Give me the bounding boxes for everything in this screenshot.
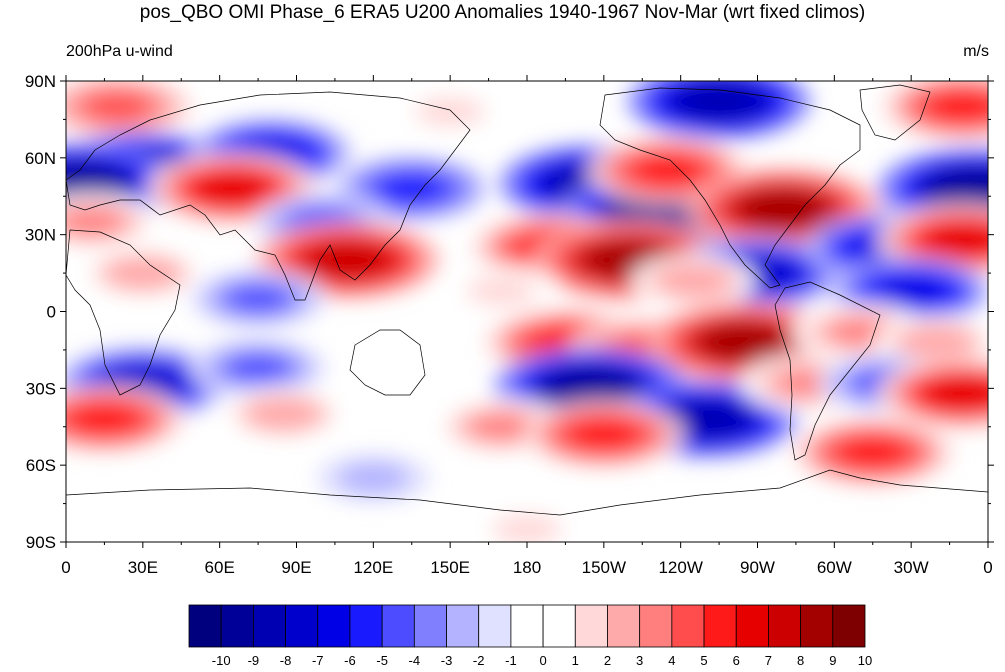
colorbar-swatch bbox=[510, 604, 544, 648]
anomaly-feature bbox=[220, 386, 347, 442]
colorbar-label: 2 bbox=[604, 653, 611, 668]
plot-title: pos_QBO OMI Phase_6 ERA5 U200 Anomalies … bbox=[139, 2, 866, 23]
colorbar-swatch bbox=[349, 604, 383, 648]
units-label: m/s bbox=[963, 43, 989, 60]
anomaly-feature bbox=[337, 156, 487, 221]
colorbar-label: -5 bbox=[376, 653, 388, 668]
colorbar-swatch bbox=[188, 604, 222, 648]
anomaly-feature bbox=[881, 81, 988, 142]
anomaly-feature bbox=[469, 503, 585, 542]
anomaly-feature bbox=[392, 86, 508, 138]
colorbar-label: 0 bbox=[539, 653, 546, 668]
colorbar-swatch bbox=[252, 604, 286, 648]
colorbar-label: 1 bbox=[572, 653, 579, 668]
lat-tick-label: 0 bbox=[47, 303, 56, 322]
lat-tick-label: 90N bbox=[25, 72, 56, 91]
colorbar-label: 7 bbox=[765, 653, 772, 668]
coastlines bbox=[66, 84, 988, 516]
colorbar-swatch bbox=[478, 604, 512, 648]
anomaly-feature bbox=[627, 81, 812, 141]
colorbar-label: -2 bbox=[473, 653, 485, 668]
anomaly-feature bbox=[189, 337, 328, 398]
colorbar-swatch bbox=[832, 604, 866, 648]
colorbar-label: 3 bbox=[636, 653, 643, 668]
colorbar-label: -3 bbox=[441, 653, 453, 668]
lon-tick-label: 120W bbox=[658, 558, 702, 577]
anomaly-feature bbox=[523, 399, 685, 469]
colorbar-label: 5 bbox=[700, 653, 707, 668]
colorbar-label: -6 bbox=[344, 653, 356, 668]
colorbar-label: -4 bbox=[409, 653, 421, 668]
lon-tick-label: 150E bbox=[430, 558, 470, 577]
longitude-axis: 0 30E 60E 90E 120E 150E 180 150W 120W 90W 60W 30W 0 bbox=[61, 75, 993, 577]
colorbar-swatch bbox=[220, 604, 254, 648]
lon-tick-label: 0 bbox=[983, 558, 992, 577]
lon-tick-label: 30W bbox=[894, 558, 929, 577]
latitude-axis: 90N 60N 30N 0 30S 60S 90S bbox=[25, 72, 994, 552]
lon-tick-label: 150W bbox=[582, 558, 626, 577]
lat-tick-label: 90S bbox=[26, 533, 56, 552]
colorbar-swatch bbox=[768, 604, 802, 648]
lon-tick-label: 90W bbox=[740, 558, 775, 577]
lat-tick-label: 30S bbox=[26, 379, 56, 398]
anomaly-feature bbox=[189, 268, 328, 329]
anomaly-feature bbox=[630, 253, 757, 309]
coastline-eurasia bbox=[66, 91, 471, 301]
coastline-australia bbox=[349, 329, 426, 396]
colorbar-swatch bbox=[639, 604, 673, 648]
anomaly-feature bbox=[792, 417, 954, 487]
anomaly-field bbox=[66, 81, 988, 542]
colorbar-swatch bbox=[574, 604, 608, 648]
anomaly-feature bbox=[66, 384, 185, 454]
lon-tick-label: 0 bbox=[61, 558, 70, 577]
lat-tick-label: 60N bbox=[25, 149, 56, 168]
colorbar-swatch bbox=[703, 604, 737, 648]
lon-tick-label: 60W bbox=[817, 558, 852, 577]
colorbar-swatch bbox=[607, 604, 641, 648]
anomaly-feature bbox=[443, 265, 559, 317]
colorbar-label: 4 bbox=[668, 653, 675, 668]
coastline-greenland bbox=[859, 84, 931, 141]
colorbar-label: -8 bbox=[280, 653, 292, 668]
colorbar-swatch bbox=[735, 604, 769, 648]
coastline-africa bbox=[66, 229, 181, 396]
colorbar-swatch bbox=[285, 604, 319, 648]
coastline-north-america bbox=[599, 87, 861, 289]
anomaly-feature bbox=[66, 81, 192, 139]
colorbar-swatch bbox=[542, 604, 576, 648]
colorbar-label: -10 bbox=[212, 653, 231, 668]
anomaly-feature bbox=[876, 202, 988, 277]
lon-tick-label: 120E bbox=[353, 558, 393, 577]
lon-tick-label: 60E bbox=[205, 558, 235, 577]
lat-tick-label: 60S bbox=[26, 456, 56, 475]
anomaly-feature bbox=[876, 356, 988, 431]
anomaly-feature bbox=[315, 452, 431, 504]
colorbar-label: -9 bbox=[248, 653, 260, 668]
colorbar-label: -7 bbox=[312, 653, 324, 668]
colorbar-label: 10 bbox=[858, 653, 872, 668]
coastline-antarctica bbox=[66, 469, 988, 516]
coastline-south-america bbox=[774, 281, 881, 461]
lat-tick-label: 30N bbox=[25, 226, 56, 245]
lon-tick-label: 90E bbox=[281, 558, 311, 577]
colorbar-swatch bbox=[671, 604, 705, 648]
colorbar-swatch bbox=[317, 604, 351, 648]
colorbar-swatch bbox=[413, 604, 447, 648]
lon-tick-label: 30E bbox=[128, 558, 158, 577]
colorbar-swatch bbox=[800, 604, 834, 648]
left-subtitle: 200hPa u-wind bbox=[66, 43, 173, 60]
lon-tick-label: 180 bbox=[513, 558, 541, 577]
anomaly-feature bbox=[79, 245, 207, 301]
colorbar-label: 8 bbox=[797, 653, 804, 668]
colorbar-label: 6 bbox=[733, 653, 740, 668]
colorbar-swatch bbox=[446, 604, 480, 648]
colorbar-swatch bbox=[381, 604, 415, 648]
colorbar-label: -1 bbox=[505, 653, 517, 668]
colorbar: -10 -9 -8 -7 -6 -5 -4 -3 -2 -1 0 1 2 3 4 5 6 7 8 9 10 bbox=[188, 604, 872, 668]
colorbar-label: 9 bbox=[829, 653, 836, 668]
